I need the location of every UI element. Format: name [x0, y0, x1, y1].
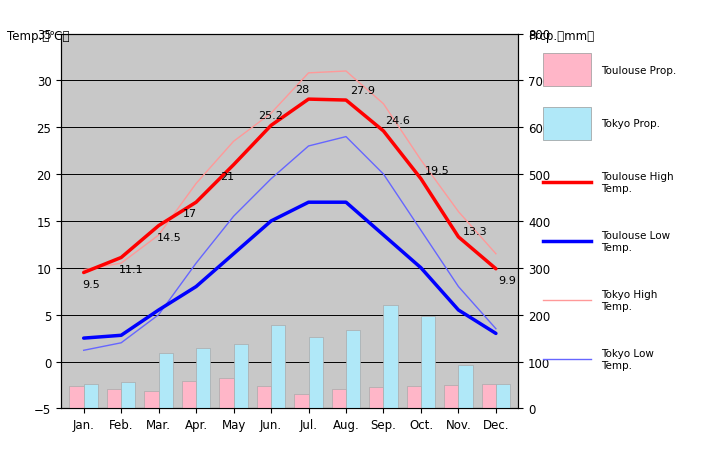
Bar: [294, 394, 309, 409]
Bar: [543, 107, 590, 140]
Bar: [444, 385, 459, 409]
Bar: [384, 306, 397, 409]
Text: 27.9: 27.9: [350, 86, 375, 96]
Text: 13.3: 13.3: [463, 227, 487, 236]
Text: Tokyo Prop.: Tokyo Prop.: [600, 119, 660, 129]
Text: 14.5: 14.5: [157, 232, 181, 242]
Text: 25.2: 25.2: [258, 111, 283, 121]
Bar: [158, 353, 173, 409]
Bar: [543, 54, 590, 87]
Bar: [482, 384, 496, 409]
Text: 11.1: 11.1: [120, 264, 144, 274]
Text: 9.9: 9.9: [498, 275, 516, 285]
Bar: [309, 337, 323, 409]
Text: 19.5: 19.5: [425, 166, 449, 176]
Bar: [233, 344, 248, 409]
Text: Temp.（℃）: Temp.（℃）: [7, 30, 70, 43]
Bar: [69, 386, 84, 409]
Bar: [271, 325, 285, 409]
Bar: [496, 384, 510, 409]
Text: 9.5: 9.5: [82, 279, 99, 289]
Bar: [407, 386, 421, 409]
Text: 17: 17: [183, 209, 197, 219]
Bar: [145, 391, 158, 409]
Bar: [107, 389, 121, 409]
Text: Toulouse Prop.: Toulouse Prop.: [600, 66, 676, 76]
Text: Tokyo Low
Temp.: Tokyo Low Temp.: [600, 348, 654, 369]
Text: Toulouse High
Temp.: Toulouse High Temp.: [600, 172, 673, 193]
Bar: [459, 365, 473, 409]
Bar: [332, 389, 346, 409]
Bar: [182, 381, 196, 409]
Bar: [346, 330, 360, 409]
Bar: [121, 382, 135, 409]
Text: 21: 21: [220, 171, 235, 181]
Text: 28: 28: [295, 84, 310, 95]
Bar: [421, 316, 435, 409]
Bar: [220, 378, 233, 409]
Bar: [257, 386, 271, 409]
Bar: [196, 349, 210, 409]
Bar: [84, 384, 98, 409]
Text: 24.6: 24.6: [385, 116, 410, 126]
Bar: [369, 387, 384, 409]
Text: Tokyo High
Temp.: Tokyo High Temp.: [600, 290, 657, 311]
Text: Prcp.（mm）: Prcp.（mm）: [529, 30, 595, 43]
Text: Toulouse Low
Temp.: Toulouse Low Temp.: [600, 231, 670, 252]
